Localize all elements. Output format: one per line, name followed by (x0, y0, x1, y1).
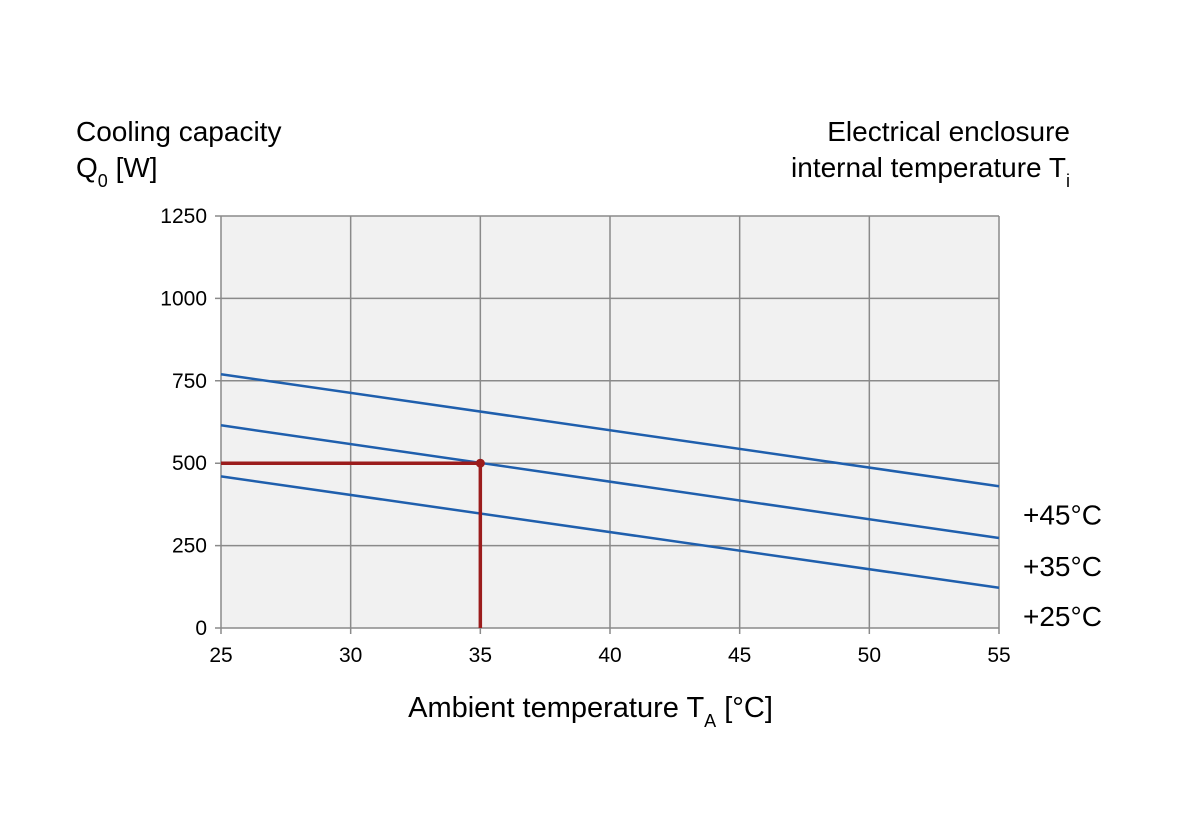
y-axis-symbol-subscript: 0 (97, 171, 108, 191)
x-tick-label: 30 (339, 644, 362, 667)
y-axis-symbol: Q (76, 152, 98, 183)
series-line (220, 372, 1000, 488)
x-axis-unit: [°C] (716, 692, 773, 724)
x-tick-label: 35 (469, 644, 492, 667)
series-label-title-main: internal temperature T (791, 152, 1066, 183)
series-line (220, 475, 1000, 590)
y-axis-unit: [W] (107, 152, 158, 183)
y-tick-label: 1000 (160, 287, 207, 310)
x-tick-label: 40 (598, 644, 621, 667)
series-label: +45°C (1023, 499, 1102, 530)
reference-point (475, 458, 485, 468)
x-tick-label: 25 (209, 644, 232, 667)
y-axis-label-symbol-line: Q0 [W] (76, 150, 281, 191)
y-tick-label: 500 (172, 452, 207, 475)
series-label-title: Electrical enclosure internal temperatur… (791, 114, 1070, 191)
x-axis-label: Ambient temperature TA [°C] (0, 690, 1181, 731)
y-tick-label: 0 (195, 617, 207, 640)
y-axis-label: Cooling capacity Q0 [W] (76, 114, 282, 191)
y-axis-label-main: Cooling capacity (76, 116, 282, 147)
y-tick-label: 1250 (160, 205, 207, 228)
x-axis-label-main: Ambient temperature T (408, 692, 705, 724)
y-tick-label: 250 (172, 535, 207, 558)
series-label: +25°C (1023, 601, 1102, 632)
series-label: +35°C (1023, 551, 1102, 582)
x-tick-label: 45 (728, 644, 751, 667)
series-label-title-line2: internal temperature Ti (791, 150, 1070, 191)
series-label-title-line1: Electrical enclosure (827, 116, 1070, 147)
x-tick-label: 55 (987, 644, 1010, 667)
x-tick-label: 50 (858, 644, 881, 667)
series-label-title-subscript: i (1066, 171, 1070, 191)
series-line (220, 424, 1000, 540)
y-tick-label: 750 (172, 370, 207, 393)
x-axis-label-subscript: A (704, 711, 717, 731)
